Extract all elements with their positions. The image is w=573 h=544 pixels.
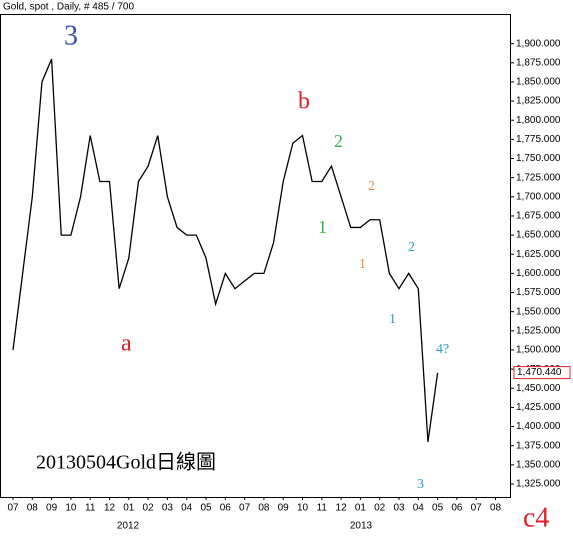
- x-tick-label: 09: [278, 503, 290, 514]
- x-tick-label: 03: [162, 503, 174, 514]
- x-tick-label: 07: [7, 503, 19, 514]
- y-tick-label: 1,675.000: [516, 211, 561, 222]
- x-tick-label: 02: [374, 503, 386, 514]
- x-tick-label: 05: [200, 503, 212, 514]
- wave-label: 1: [389, 312, 396, 327]
- x-tick-label: 01: [123, 503, 135, 514]
- wave-label: 1: [359, 257, 366, 272]
- y-tick-label: 1,725.000: [516, 172, 561, 183]
- x-tick-label: 11: [317, 503, 328, 514]
- y-tick-label: 1,600.000: [516, 268, 561, 279]
- wave-label: c4: [523, 502, 549, 533]
- year-label: 2012: [117, 521, 140, 532]
- x-tick-label: 07: [471, 503, 483, 514]
- wave-label: 1: [318, 217, 327, 237]
- chart-title: Gold, spot , Daily, # 485 / 700: [3, 2, 134, 13]
- year-label: 2013: [350, 521, 373, 532]
- y-tick-label: 1,875.000: [516, 57, 561, 68]
- y-tick-label: 1,500.000: [516, 345, 561, 356]
- y-tick-label: 1,350.000: [516, 459, 561, 470]
- y-tick-label: 1,900.000: [516, 38, 561, 49]
- x-tick-label: 03: [393, 503, 405, 514]
- y-tick-label: 1,800.000: [516, 115, 561, 126]
- y-tick-label: 1,525.000: [516, 325, 561, 336]
- y-tick-label: 1,325.000: [516, 479, 561, 490]
- x-tick-label: 10: [65, 503, 77, 514]
- y-tick-label: 1,375.000: [516, 440, 561, 451]
- x-tick-label: 05: [432, 503, 444, 514]
- last-price-label: 1,470.440: [517, 367, 562, 378]
- wave-label: 3: [64, 20, 78, 51]
- x-tick-label: 06: [451, 503, 463, 514]
- y-tick-label: 1,400.000: [516, 421, 561, 432]
- y-tick-label: 1,625.000: [516, 249, 561, 260]
- x-tick-label: 06: [220, 503, 232, 514]
- x-tick-label: 11: [85, 503, 96, 514]
- x-tick-label: 04: [413, 503, 425, 514]
- y-tick-label: 1,650.000: [516, 230, 561, 241]
- price-line: [12, 58, 439, 442]
- x-tick-label: 08: [258, 503, 270, 514]
- y-tick-label: 1,750.000: [516, 153, 561, 164]
- last-price-box: [513, 366, 571, 380]
- x-tick-label: 01: [355, 503, 367, 514]
- x-tick-label: 08: [27, 503, 39, 514]
- wave-label: 4?: [436, 342, 449, 357]
- x-tick-label: 02: [143, 503, 155, 514]
- x-tick-label: 12: [104, 503, 116, 514]
- wave-label: 20130504Gold日線圖: [36, 451, 216, 474]
- x-tick-label: 07: [239, 503, 251, 514]
- y-tick-label: 1,575.000: [516, 287, 561, 298]
- wave-label: a: [121, 331, 132, 357]
- wave-label: 3: [417, 477, 424, 492]
- y-tick-label: 1,550.000: [516, 306, 561, 317]
- wave-label: 2: [408, 240, 415, 255]
- y-tick-label: 1,425.000: [516, 402, 561, 413]
- plot-frame: [0, 14, 511, 498]
- wave-label: b: [298, 89, 310, 115]
- y-tick-label: 1,450.000: [516, 383, 561, 394]
- x-tick-label: 08: [490, 503, 502, 514]
- wave-label: 2: [368, 179, 375, 194]
- x-tick-label: 04: [181, 503, 193, 514]
- wave-label: 2: [334, 131, 343, 151]
- y-tick-label: 1,775.000: [516, 134, 561, 145]
- y-tick-label: 1,825.000: [516, 96, 561, 107]
- x-tick-label: 09: [46, 503, 58, 514]
- x-tick-label: 12: [336, 503, 348, 514]
- y-tick-label: 1,700.000: [516, 191, 561, 202]
- y-tick-label: 1,850.000: [516, 77, 561, 88]
- x-tick-label: 10: [297, 503, 309, 514]
